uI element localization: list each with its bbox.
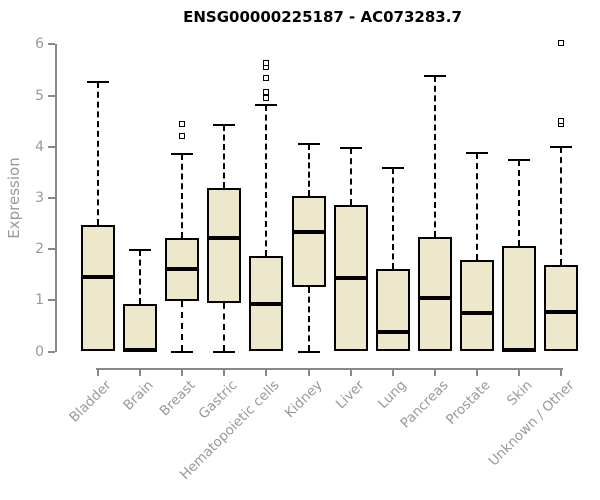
- y-axis-tick: [48, 299, 55, 302]
- median-pancreas: [417, 296, 452, 301]
- box-kidney: [291, 196, 326, 287]
- box-bladder: [81, 225, 115, 352]
- box-gastric: [207, 187, 242, 304]
- y-axis-tick: [48, 94, 55, 97]
- whisker-cap-upper-skin: [508, 159, 530, 161]
- median-kidney: [291, 230, 326, 235]
- x-axis-tick: [391, 368, 394, 376]
- outlier-breast-1: [179, 120, 186, 127]
- y-tick-label: 2: [35, 241, 44, 258]
- y-tick-label: 1: [35, 292, 44, 309]
- outlier-unknown-other-1: [558, 118, 565, 125]
- x-axis-tick: [475, 368, 478, 376]
- whisker-cap-upper-lung: [381, 167, 404, 170]
- x-axis-tick: [265, 368, 268, 376]
- whisker-cap-upper-brain: [129, 249, 152, 252]
- box-prostate: [459, 260, 494, 352]
- whisker-cap-lower-gastric: [213, 350, 236, 353]
- whisker-lower-breast: [181, 301, 184, 352]
- outlier-breast-0: [179, 133, 186, 140]
- median-skin: [502, 347, 536, 352]
- x-axis-tick: [139, 368, 142, 376]
- whisker-cap-upper-prostate: [465, 152, 488, 155]
- whisker-upper-pancreas: [433, 75, 436, 237]
- x-axis-tick: [307, 368, 310, 376]
- median-breast: [165, 267, 200, 272]
- whisker-upper-unknown-other: [560, 146, 563, 265]
- outlier-hematopoietic-cells-0: [263, 94, 270, 101]
- median-gastric: [207, 236, 242, 241]
- box-pancreas: [417, 236, 452, 352]
- whisker-cap-upper-kidney: [297, 142, 320, 145]
- y-axis-line: [55, 44, 57, 352]
- whisker-cap-upper-liver: [339, 147, 362, 150]
- median-hematopoietic-cells: [249, 301, 284, 306]
- whisker-upper-kidney: [307, 143, 310, 197]
- x-axis-tick: [518, 368, 520, 376]
- median-lung: [375, 330, 410, 335]
- y-tick-label: 6: [35, 36, 44, 53]
- x-axis-tick: [433, 368, 436, 376]
- whisker-upper-breast: [181, 154, 184, 238]
- x-axis-tick: [181, 368, 184, 376]
- chart-title: ENSG00000225187 - AC073283.7: [183, 8, 462, 26]
- whisker-lower-kidney: [307, 286, 310, 352]
- outlier-unknown-other-2: [558, 40, 565, 47]
- y-axis-tick: [48, 350, 55, 353]
- whisker-cap-lower-breast: [171, 350, 194, 353]
- y-tick-label: 5: [35, 87, 44, 104]
- box-skin: [502, 245, 536, 352]
- x-axis-tick: [97, 368, 99, 376]
- x-axis-tick: [560, 368, 563, 376]
- whisker-cap-upper-unknown-other: [550, 145, 573, 148]
- whisker-cap-upper-breast: [171, 153, 194, 156]
- outlier-hematopoietic-cells-2: [263, 74, 270, 81]
- median-bladder: [81, 274, 115, 279]
- whisker-upper-bladder: [97, 81, 99, 226]
- whisker-upper-brain: [139, 250, 142, 305]
- y-axis-tick: [48, 43, 55, 46]
- x-axis-tick: [349, 368, 352, 376]
- median-brain: [123, 347, 158, 352]
- box-brain: [123, 304, 158, 352]
- y-axis-tick: [48, 145, 55, 148]
- whisker-upper-liver: [349, 148, 352, 205]
- whisker-upper-skin: [518, 160, 520, 246]
- y-axis-tick: [48, 196, 55, 199]
- box-lung: [375, 268, 410, 352]
- outlier-hematopoietic-cells-1: [263, 89, 270, 96]
- y-tick-label: 0: [35, 343, 44, 360]
- median-unknown-other: [544, 309, 579, 314]
- y-axis-tick: [48, 248, 55, 251]
- whisker-cap-upper-bladder: [87, 80, 109, 83]
- median-liver: [333, 275, 368, 280]
- median-prostate: [459, 310, 494, 315]
- whisker-cap-upper-pancreas: [423, 74, 446, 77]
- whisker-cap-upper-gastric: [213, 123, 236, 126]
- whisker-upper-lung: [391, 168, 394, 269]
- whisker-upper-prostate: [475, 153, 478, 261]
- x-axis-tick: [223, 368, 226, 376]
- y-tick-label: 3: [35, 189, 44, 206]
- whisker-cap-upper-hematopoietic-cells: [255, 103, 278, 106]
- x-axis-line: [96, 368, 563, 370]
- whisker-upper-hematopoietic-cells: [265, 104, 268, 256]
- whisker-cap-lower-kidney: [297, 350, 320, 353]
- whisker-upper-gastric: [223, 124, 226, 188]
- outlier-hematopoietic-cells-4: [263, 60, 270, 67]
- whisker-lower-gastric: [223, 303, 226, 352]
- box-unknown-other: [544, 264, 579, 352]
- y-tick-label: 4: [35, 138, 44, 155]
